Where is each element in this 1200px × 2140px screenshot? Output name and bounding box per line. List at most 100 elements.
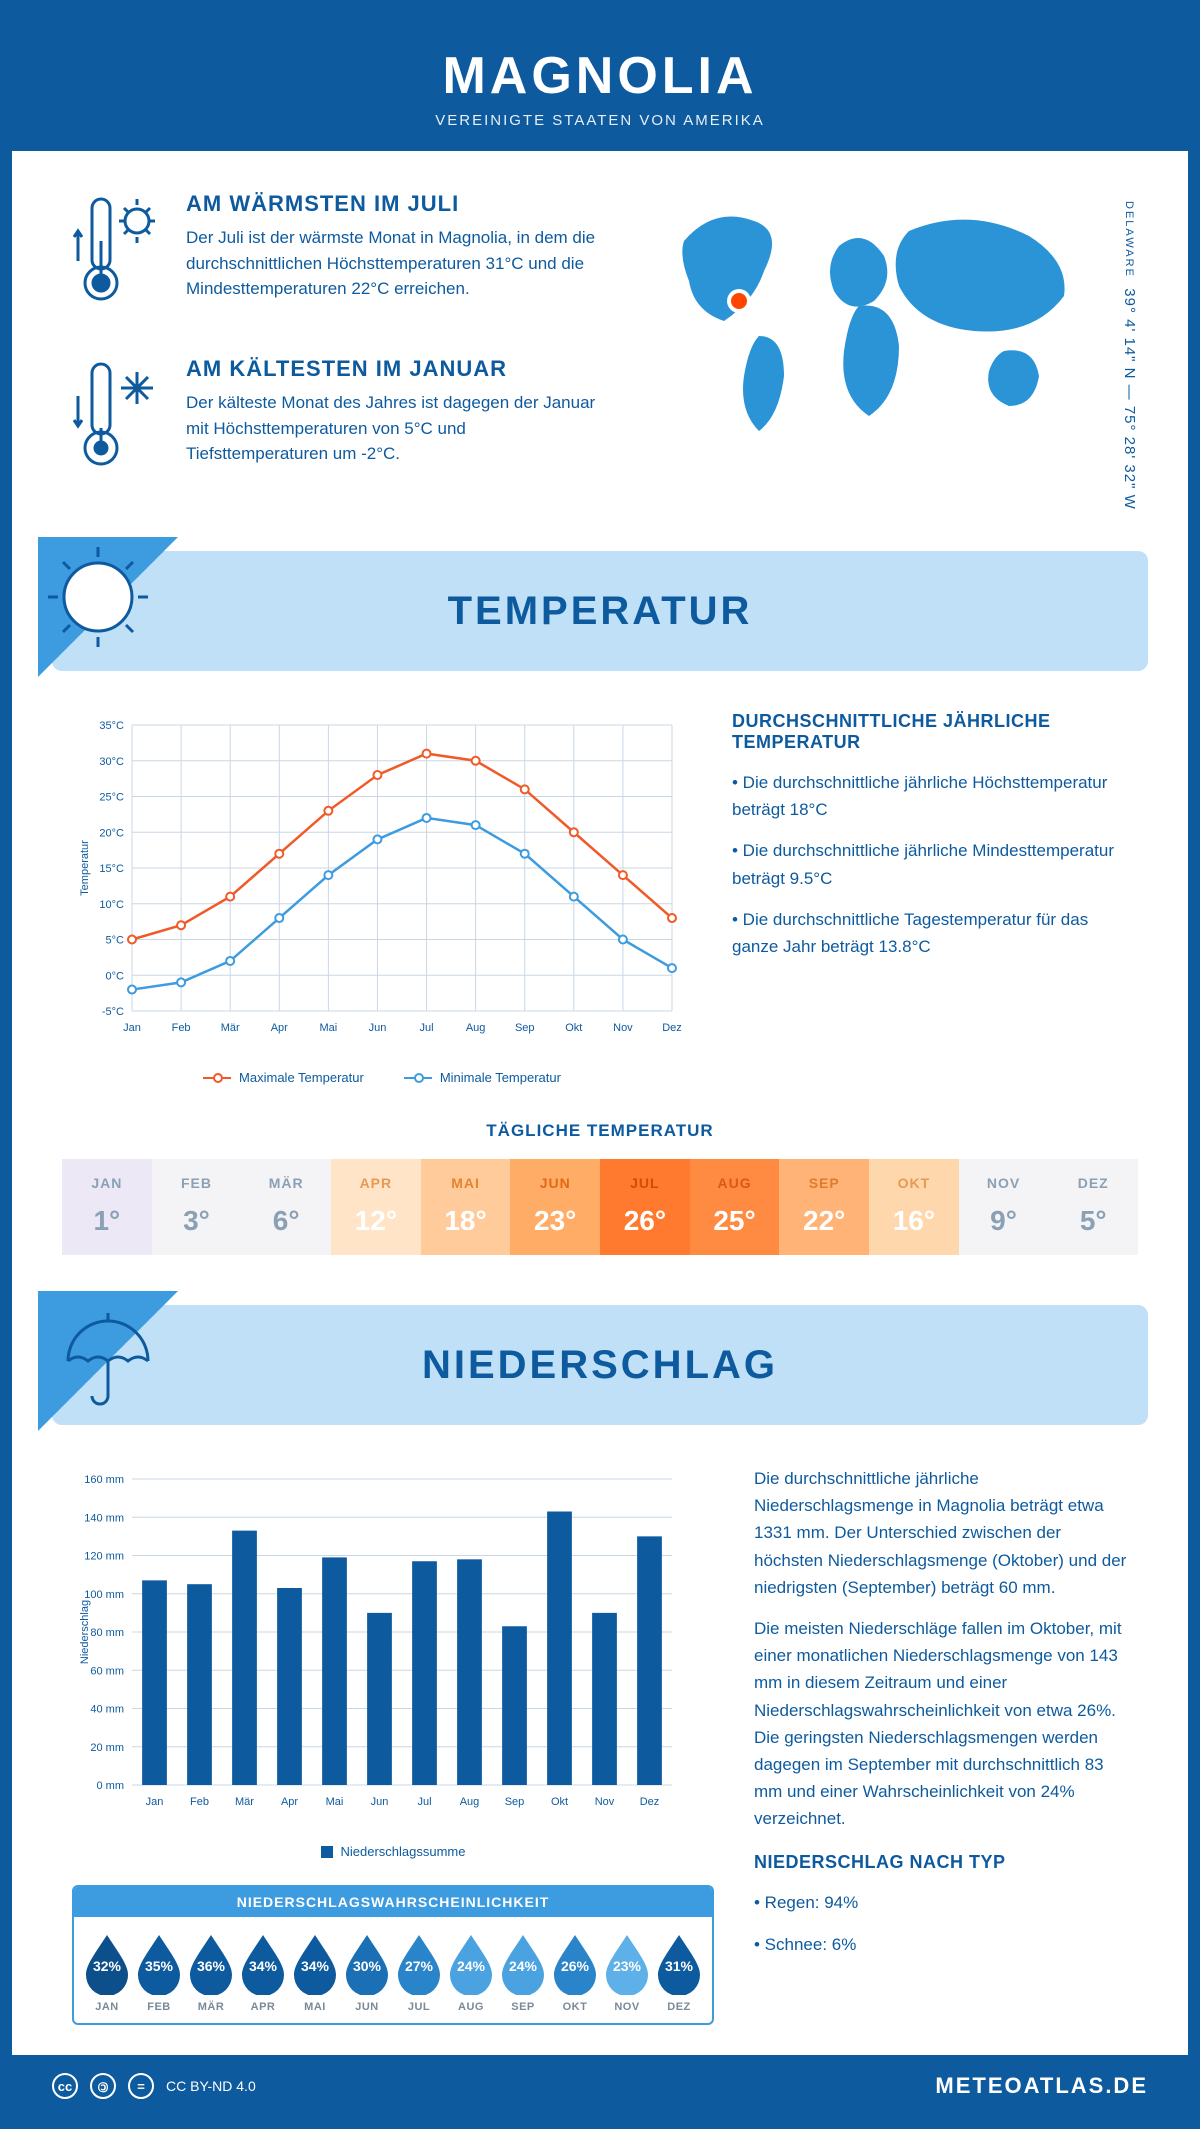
svg-text:Jul: Jul [417,1796,431,1808]
precip-drop: 30%JUN [342,1931,392,2013]
section-title-precip: NIEDERSCHLAG [422,1343,778,1388]
svg-text:-5°C: -5°C [102,1006,124,1018]
brand: METEOATLAS.DE [935,2073,1148,2099]
svg-text:Aug: Aug [460,1796,480,1808]
temp-cell: MAI18° [421,1159,511,1255]
temp-summary-heading: DURCHSCHNITTLICHE JÄHRLICHE TEMPERATUR [732,711,1128,753]
svg-text:120 mm: 120 mm [84,1551,124,1563]
temp-cell: JAN1° [62,1159,152,1255]
svg-text:Sep: Sep [505,1796,525,1808]
svg-text:Jan: Jan [123,1022,141,1034]
precip-p1: Die durchschnittliche jährliche Niedersc… [754,1465,1128,1601]
daily-temp-heading: TÄGLICHE TEMPERATUR [12,1121,1188,1141]
section-title-temperature: TEMPERATUR [448,589,753,634]
svg-text:Apr: Apr [281,1796,298,1808]
svg-text:0°C: 0°C [106,970,125,982]
precip-summary: Die durchschnittliche jährliche Niedersc… [754,1465,1128,2025]
world-map: DELAWARE 39° 4' 14" N — 75° 28' 32" W [644,191,1128,521]
svg-text:10°C: 10°C [99,899,124,911]
fact-warm-text: Der Juli ist der wärmste Monat in Magnol… [186,225,604,302]
coordinates: DELAWARE 39° 4' 14" N — 75° 28' 32" W [1121,201,1138,510]
temp-bullet: • Die durchschnittliche jährliche Höchst… [732,769,1128,823]
sun-icon [38,537,178,677]
fact-warm-title: AM WÄRMSTEN IM JULI [186,191,604,217]
intro-section: AM WÄRMSTEN IM JULI Der Juli ist der wär… [12,151,1188,551]
thermometer-sun-icon [72,191,162,316]
svg-text:60 mm: 60 mm [90,1665,124,1677]
precip-row: 0 mm20 mm40 mm60 mm80 mm100 mm120 mm140 … [12,1425,1188,2035]
temp-bullet: • Die durchschnittliche Tagestemperatur … [732,906,1128,960]
section-band-precip: NIEDERSCHLAG [52,1305,1148,1425]
svg-text:Jun: Jun [371,1796,389,1808]
svg-text:Apr: Apr [271,1022,288,1034]
temp-legend: Maximale Temperatur Minimale Temperatur [72,1070,692,1085]
temp-cell: NOV9° [959,1159,1049,1255]
license-text: CC BY-ND 4.0 [166,2078,256,2094]
precip-drop: 34%MAI [290,1931,340,2013]
svg-text:Nov: Nov [613,1022,633,1034]
page-title: MAGNOLIA [12,46,1188,106]
svg-text:160 mm: 160 mm [84,1474,124,1486]
fact-cold-text: Der kälteste Monat des Jahres ist dagege… [186,390,604,467]
temp-bullet: • Die durchschnittliche jährliche Mindes… [732,837,1128,891]
precip-drop: 26%OKT [550,1931,600,2013]
svg-text:Temperatur: Temperatur [79,840,91,896]
precip-drop: 24%AUG [446,1931,496,2013]
svg-text:20 mm: 20 mm [90,1742,124,1754]
precip-probability-panel: NIEDERSCHLAGSWAHRSCHEINLICHKEIT 32%JAN35… [72,1885,714,2025]
daily-temp-strip: JAN1°FEB3°MÄR6°APR12°MAI18°JUN23°JUL26°A… [62,1159,1138,1255]
umbrella-icon [38,1291,178,1431]
temp-cell: MÄR6° [241,1159,331,1255]
svg-text:Jul: Jul [420,1022,434,1034]
temperature-line-chart: -5°C0°C5°C10°C15°C20°C25°C30°C35°CJanFeb… [72,711,692,1051]
svg-text:40 mm: 40 mm [90,1704,124,1716]
svg-text:Sep: Sep [515,1022,535,1034]
svg-text:15°C: 15°C [99,863,124,875]
fact-cold: AM KÄLTESTEN IM JANUAR Der kälteste Mona… [72,356,604,481]
temp-cell: AUG25° [690,1159,780,1255]
thermometer-snow-icon [72,356,162,481]
svg-text:Niederschlag: Niederschlag [79,1600,91,1664]
header: MAGNOLIA VEREINIGTE STAATEN VON AMERIKA [12,12,1188,151]
precip-type-bullet: • Schnee: 6% [754,1931,1128,1958]
section-band-temperature: TEMPERATUR [52,551,1148,671]
fact-warm: AM WÄRMSTEN IM JULI Der Juli ist der wär… [72,191,604,316]
svg-text:Dez: Dez [662,1022,682,1034]
svg-text:Mai: Mai [326,1796,344,1808]
svg-text:Aug: Aug [466,1022,486,1034]
precip-type-heading: NIEDERSCHLAG NACH TYP [754,1852,1128,1873]
svg-text:Mär: Mär [221,1022,240,1034]
svg-text:Okt: Okt [551,1796,568,1808]
precip-p2: Die meisten Niederschläge fallen im Okto… [754,1615,1128,1833]
svg-text:30°C: 30°C [99,756,124,768]
svg-text:80 mm: 80 mm [90,1627,124,1639]
svg-text:25°C: 25°C [99,792,124,804]
precip-drop: 36%MÄR [186,1931,236,2013]
temp-cell: APR12° [331,1159,421,1255]
fact-cold-title: AM KÄLTESTEN IM JANUAR [186,356,604,382]
precip-drop: 32%JAN [82,1931,132,2013]
precip-type-bullet: • Regen: 94% [754,1889,1128,1916]
nd-icon: = [128,2073,154,2099]
svg-text:0 mm: 0 mm [97,1780,125,1792]
page-subtitle: VEREINIGTE STAATEN VON AMERIKA [12,112,1188,129]
precip-prob-heading: NIEDERSCHLAGSWAHRSCHEINLICHKEIT [74,1887,712,1917]
temp-cell: JUL26° [600,1159,690,1255]
precip-drop: 24%SEP [498,1931,548,2013]
cc-icon: cc [52,2073,78,2099]
svg-text:100 mm: 100 mm [84,1589,124,1601]
svg-text:20°C: 20°C [99,827,124,839]
temperature-summary: DURCHSCHNITTLICHE JÄHRLICHE TEMPERATUR •… [732,711,1128,1085]
temp-cell: JUN23° [510,1159,600,1255]
precip-legend: Niederschlagssumme [72,1844,714,1859]
temp-cell: SEP22° [779,1159,869,1255]
svg-text:Mai: Mai [319,1022,337,1034]
precip-drop: 34%APR [238,1931,288,2013]
precip-bar-chart: 0 mm20 mm40 mm60 mm80 mm100 mm120 mm140 … [72,1465,692,1825]
svg-text:Feb: Feb [190,1796,209,1808]
temp-cell: FEB3° [152,1159,242,1255]
svg-text:Nov: Nov [595,1796,615,1808]
precip-drop: 27%JUL [394,1931,444,2013]
precip-drop: 35%FEB [134,1931,184,2013]
footer: cc 🄯 = CC BY-ND 4.0 METEOATLAS.DE [12,2055,1188,2117]
